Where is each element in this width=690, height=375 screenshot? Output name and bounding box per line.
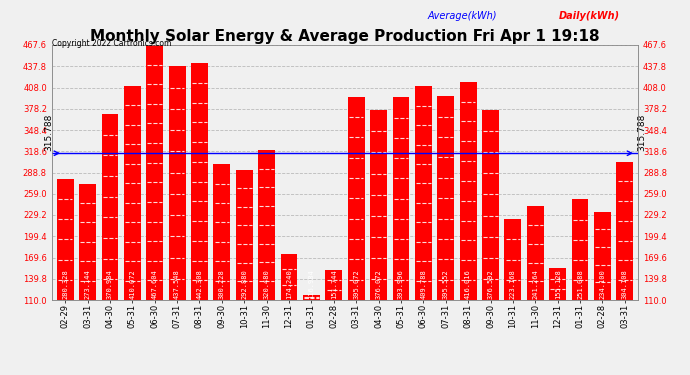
Text: 370.984: 370.984 — [107, 269, 113, 298]
Bar — [281, 254, 297, 300]
Text: 315.788: 315.788 — [637, 114, 646, 151]
Text: 292.880: 292.880 — [241, 269, 247, 298]
Text: 315.788: 315.788 — [44, 114, 53, 151]
Text: 251.088: 251.088 — [577, 269, 583, 298]
Bar — [415, 86, 432, 300]
Bar — [370, 110, 387, 300]
Bar — [146, 45, 163, 300]
Text: 116.984: 116.984 — [308, 269, 315, 298]
Bar — [571, 200, 589, 300]
Bar — [191, 63, 208, 300]
Text: 410.072: 410.072 — [129, 269, 135, 298]
Text: 416.016: 416.016 — [465, 269, 471, 298]
Text: 273.144: 273.144 — [85, 269, 90, 298]
Bar — [79, 184, 96, 300]
Bar — [527, 206, 544, 300]
Text: 395.552: 395.552 — [443, 269, 448, 298]
Text: 409.788: 409.788 — [420, 269, 426, 298]
Bar — [460, 82, 477, 300]
Text: 155.128: 155.128 — [555, 269, 561, 298]
Text: 467.604: 467.604 — [152, 269, 158, 298]
Text: 151.744: 151.744 — [331, 269, 337, 298]
Bar — [258, 150, 275, 300]
Text: 437.548: 437.548 — [174, 269, 180, 298]
Bar — [594, 211, 611, 300]
Bar — [393, 98, 409, 300]
Bar — [326, 270, 342, 300]
Bar — [169, 66, 186, 300]
Text: 234.100: 234.100 — [600, 269, 605, 298]
Bar — [616, 162, 633, 300]
Bar — [213, 164, 230, 300]
Text: 300.228: 300.228 — [219, 269, 225, 298]
Bar — [348, 97, 364, 300]
Text: 304.108: 304.108 — [622, 269, 628, 298]
Bar — [437, 96, 454, 300]
Text: 393.996: 393.996 — [398, 269, 404, 298]
Bar — [504, 219, 521, 300]
Text: Copyright 2022 Cartronics.com: Copyright 2022 Cartronics.com — [52, 39, 171, 48]
Bar — [303, 295, 320, 300]
Text: 442.308: 442.308 — [197, 269, 202, 298]
Text: 174.240: 174.240 — [286, 269, 292, 298]
Text: 395.072: 395.072 — [353, 269, 359, 298]
Bar — [101, 114, 119, 300]
Bar — [57, 178, 74, 300]
Text: 223.168: 223.168 — [510, 269, 516, 298]
Bar — [236, 170, 253, 300]
Title: Monthly Solar Energy & Average Production Fri Apr 1 19:18: Monthly Solar Energy & Average Productio… — [90, 29, 600, 44]
Text: 376.592: 376.592 — [488, 269, 493, 298]
Text: 280.328: 280.328 — [62, 269, 68, 298]
Text: Daily(kWh): Daily(kWh) — [559, 11, 620, 21]
Text: 376.072: 376.072 — [375, 269, 382, 298]
Bar — [124, 86, 141, 300]
Text: Average(kWh): Average(kWh) — [428, 11, 497, 21]
Bar — [482, 110, 499, 300]
Text: 320.480: 320.480 — [264, 269, 270, 298]
Text: 241.264: 241.264 — [532, 269, 538, 298]
Bar — [549, 268, 566, 300]
